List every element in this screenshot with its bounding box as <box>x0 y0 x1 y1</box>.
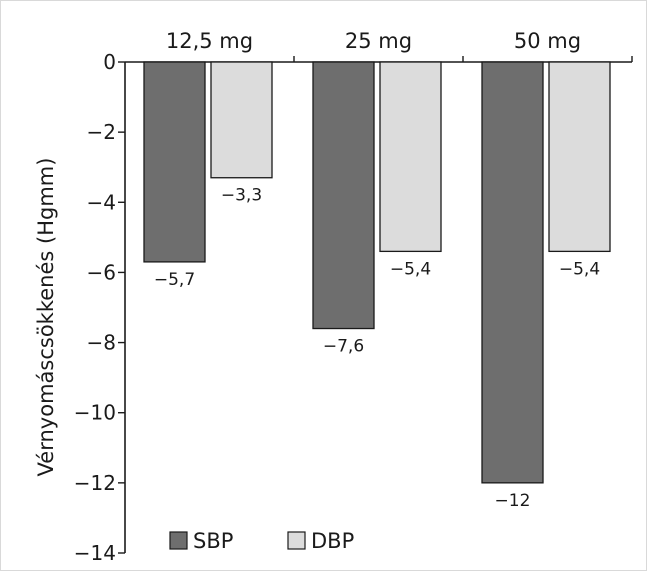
category-label: 50 mg <box>514 29 581 53</box>
dbp-bar <box>548 61 611 253</box>
legend-swatch <box>169 531 188 550</box>
dbp-bar <box>379 61 442 253</box>
plot-area: 0 −2 −4 −6 −8 −10 −12 −14 12,5 mg 25 mg 50 mg −5,7 −… <box>74 29 633 565</box>
y-tick-label: −2 <box>87 120 116 144</box>
data-label: −5,7 <box>154 270 195 290</box>
data-label: −5,4 <box>559 259 600 279</box>
y-tick-label: −8 <box>87 331 116 355</box>
y-tick-label: −6 <box>87 260 116 284</box>
y-axis-title: Vérnyomáscsökkenés (Hgmm) <box>34 158 58 477</box>
y-tick-label: −14 <box>74 541 116 565</box>
sbp-bar <box>481 61 544 484</box>
sbp-bar <box>143 61 206 263</box>
legend-label: SBP <box>193 529 233 553</box>
sbp-bar <box>312 61 375 330</box>
category-label: 12,5 mg <box>166 29 253 53</box>
y-tick-label: 0 <box>103 50 116 74</box>
data-label: −5,4 <box>390 259 431 279</box>
y-tick-label: −4 <box>87 190 116 214</box>
data-label: −12 <box>495 491 531 511</box>
legend-label: DBP <box>311 529 354 553</box>
legend-swatch <box>287 531 306 550</box>
dbp-bar <box>210 61 273 179</box>
data-label: −3,3 <box>221 186 262 206</box>
category-label: 25 mg <box>345 29 412 53</box>
y-tick-label: −12 <box>74 471 116 495</box>
data-label: −7,6 <box>323 337 364 357</box>
y-tick-label: −10 <box>74 401 116 425</box>
